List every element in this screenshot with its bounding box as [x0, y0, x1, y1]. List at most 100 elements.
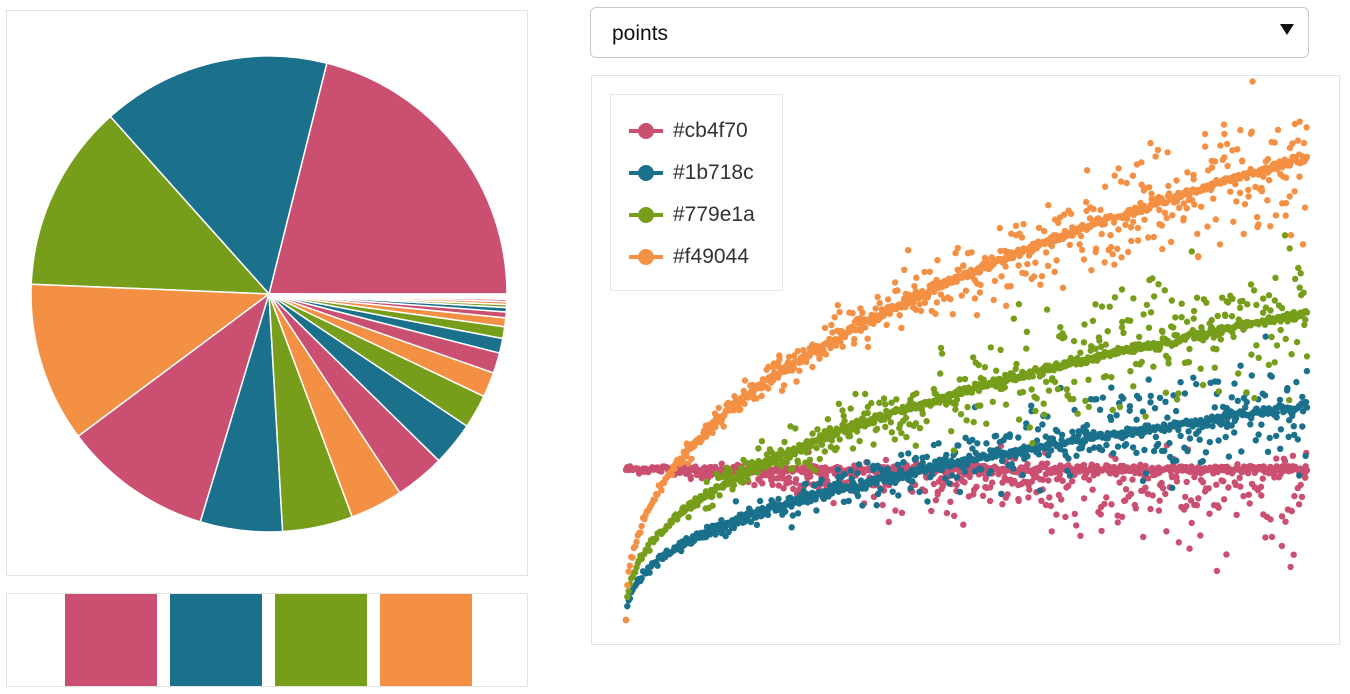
- scatter-point: [891, 279, 899, 286]
- scatter-point: [1081, 321, 1088, 328]
- scatter-point: [654, 491, 661, 498]
- scatter-point: [943, 509, 951, 517]
- scatter-point: [961, 479, 968, 486]
- legend-item: #cb4f70: [611, 119, 781, 143]
- scatter-point: [1108, 384, 1115, 391]
- scatter-point: [954, 474, 961, 481]
- scatter-point: [765, 385, 772, 392]
- scatter-point: [1219, 294, 1226, 301]
- scatter-point: [970, 418, 977, 426]
- scatter-point: [1234, 397, 1241, 404]
- scatter-point: [1184, 447, 1191, 455]
- scatter-point: [1032, 407, 1039, 415]
- scatter-point: [1180, 200, 1188, 207]
- scatter-point: [1066, 241, 1073, 249]
- scatter-point: [1282, 212, 1289, 219]
- scatter-point: [781, 438, 788, 446]
- scatter-point: [703, 478, 710, 485]
- scatter-point: [741, 377, 749, 384]
- scatter-point: [1204, 223, 1211, 230]
- scatter-point: [1139, 477, 1147, 485]
- chart-type-select-value: points: [612, 22, 669, 45]
- scatter-point: [973, 483, 980, 490]
- scatter-point: [1271, 297, 1278, 304]
- scatter-point: [868, 399, 875, 407]
- scatter-point: [1165, 355, 1172, 362]
- scatter-point: [1274, 126, 1282, 133]
- scatter-point: [921, 487, 929, 495]
- scatter-point: [632, 569, 639, 576]
- scatter-point: [1046, 494, 1053, 501]
- scatter-point: [1166, 439, 1173, 447]
- scatter-point: [1156, 206, 1163, 214]
- scatter-point: [902, 414, 910, 422]
- scatter-point: [1299, 393, 1306, 401]
- scatter-point: [1116, 403, 1124, 411]
- scatter-point: [715, 404, 723, 412]
- scatter-point: [1045, 477, 1052, 484]
- scatter-point: [1147, 505, 1154, 513]
- scatter-point: [773, 459, 780, 467]
- scatter-point: [1133, 416, 1140, 423]
- scatter-point: [1128, 237, 1135, 245]
- scatter-point: [1302, 452, 1309, 460]
- scatter-point: [1135, 395, 1143, 402]
- scatter-point: [979, 492, 987, 499]
- scatter-point: [1073, 452, 1080, 459]
- scatter-point: [1002, 401, 1010, 408]
- scatter-point: [1213, 346, 1220, 353]
- scatter-point: [1055, 219, 1062, 227]
- scatter-point: [883, 321, 890, 329]
- scatter-point: [983, 420, 990, 427]
- scatter-point: [1278, 513, 1286, 520]
- scatter-point: [998, 457, 1006, 464]
- scatter-point: [1117, 178, 1125, 185]
- scatter-point: [1268, 333, 1275, 341]
- scatter-point: [989, 398, 996, 405]
- scatter-point: [654, 562, 661, 569]
- scatter-point: [1146, 184, 1153, 191]
- scatter-point: [1004, 491, 1011, 498]
- scatter-point: [822, 472, 830, 480]
- scatter-point: [1215, 504, 1222, 511]
- scatter-point: [1282, 199, 1290, 207]
- scatter-point: [1126, 407, 1133, 414]
- palette-swatches: [6, 593, 528, 687]
- scatter-point: [1127, 317, 1134, 324]
- scatter-point: [886, 479, 894, 486]
- scatter-point: [1291, 120, 1299, 128]
- scatter-point: [1296, 284, 1303, 291]
- scatter-point: [1185, 428, 1192, 435]
- scatter-point: [1248, 351, 1255, 358]
- scatter-point: [1039, 371, 1046, 378]
- scatter-point: [818, 476, 825, 483]
- scatter-point: [1255, 221, 1262, 228]
- scatter-point: [1173, 177, 1180, 184]
- scatter-point: [987, 468, 994, 475]
- scatter-point: [981, 364, 989, 371]
- scatter-point: [778, 387, 786, 394]
- scatter-point: [1142, 462, 1149, 470]
- scatter-point: [1289, 140, 1296, 147]
- scatter-point: [1156, 497, 1163, 504]
- scatter-point: [1262, 333, 1269, 340]
- scatter-point: [1206, 438, 1213, 446]
- scatter-point: [818, 441, 826, 448]
- scatter-point: [1303, 353, 1311, 360]
- pie-slice: [30, 115, 271, 295]
- pie-slice: [77, 292, 271, 523]
- scatter-point: [960, 521, 967, 528]
- scatter-point: [884, 296, 892, 303]
- scatter-point: [1053, 257, 1060, 264]
- scatter-point: [1261, 392, 1269, 399]
- scatter-point: [1264, 197, 1271, 204]
- scatter-point: [1085, 376, 1092, 383]
- scatter-point: [1097, 206, 1104, 214]
- chart-type-select[interactable]: points: [590, 7, 1309, 58]
- scatter-point: [950, 447, 958, 454]
- scatter-point: [1294, 436, 1301, 443]
- scatter-point: [912, 420, 920, 427]
- scatter-point: [1290, 423, 1297, 430]
- scatter-point: [1032, 259, 1039, 266]
- scatter-point: [1029, 373, 1036, 380]
